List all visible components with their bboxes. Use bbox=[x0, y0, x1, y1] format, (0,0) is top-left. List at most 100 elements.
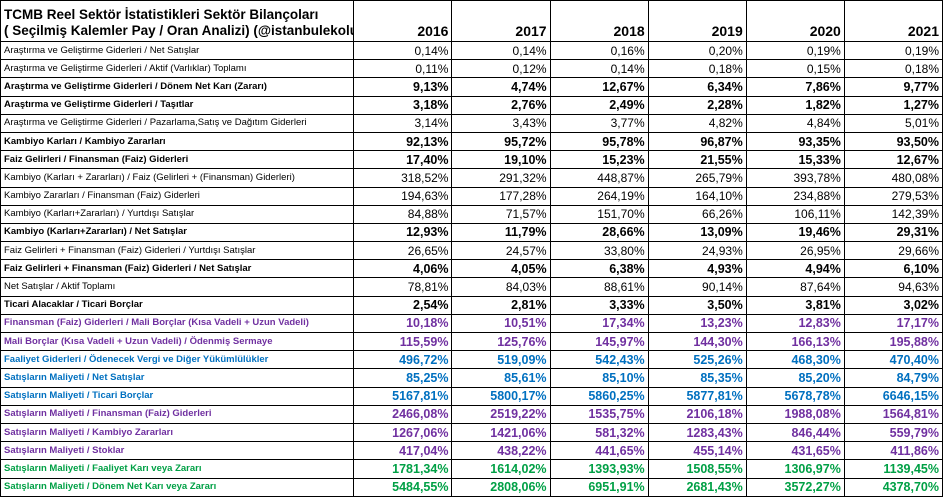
value-cell-2020[interactable]: 431,65% bbox=[745, 441, 845, 461]
value-cell-2018[interactable]: 12,67% bbox=[549, 77, 649, 97]
row-label-cell[interactable]: Kambiyo Karları / Kambiyo Zararları bbox=[0, 131, 355, 152]
value-cell-2017[interactable]: 1614,02% bbox=[451, 459, 551, 479]
year-header-2020[interactable]: 2020 bbox=[745, 0, 845, 42]
value-cell-2021[interactable]: 12,67% bbox=[843, 150, 944, 170]
value-cell-2020[interactable]: 468,30% bbox=[745, 350, 845, 370]
value-cell-2019[interactable]: 0,20% bbox=[647, 40, 747, 61]
value-cell-2017[interactable]: 2808,06% bbox=[451, 477, 551, 497]
value-cell-2020[interactable]: 234,88% bbox=[745, 186, 845, 206]
value-cell-2019[interactable]: 0,18% bbox=[647, 59, 747, 79]
value-cell-2019[interactable]: 455,14% bbox=[647, 441, 747, 461]
value-cell-2018[interactable]: 0,14% bbox=[549, 59, 649, 79]
value-cell-2020[interactable]: 19,46% bbox=[745, 222, 845, 243]
value-cell-2017[interactable]: 19,10% bbox=[451, 150, 551, 170]
value-cell-2017[interactable]: 71,57% bbox=[451, 204, 551, 224]
value-cell-2021[interactable]: 411,86% bbox=[843, 441, 944, 461]
value-cell-2017[interactable]: 125,76% bbox=[451, 331, 551, 352]
value-cell-2021[interactable]: 5,01% bbox=[843, 113, 944, 133]
value-cell-2018[interactable]: 5860,25% bbox=[549, 386, 649, 406]
row-label-cell[interactable]: Satışların Maliyeti / Kambiyo Zararları bbox=[0, 422, 355, 443]
value-cell-2019[interactable]: 144,30% bbox=[647, 331, 747, 352]
value-cell-2019[interactable]: 2,28% bbox=[647, 95, 747, 115]
row-label-cell[interactable]: Satışların Maliyeti / Stoklar bbox=[0, 441, 355, 461]
value-cell-2018[interactable]: 85,10% bbox=[549, 368, 649, 388]
value-cell-2017[interactable]: 2519,22% bbox=[451, 404, 551, 424]
value-cell-2017[interactable]: 1421,06% bbox=[451, 422, 551, 443]
value-cell-2017[interactable]: 291,32% bbox=[451, 168, 551, 188]
value-cell-2020[interactable]: 5678,78% bbox=[745, 386, 845, 406]
value-cell-2021[interactable]: 4378,70% bbox=[843, 477, 944, 497]
value-cell-2020[interactable]: 12,83% bbox=[745, 313, 845, 334]
value-cell-2021[interactable]: 29,66% bbox=[843, 241, 944, 261]
value-cell-2017[interactable]: 84,03% bbox=[451, 277, 551, 297]
value-cell-2021[interactable]: 470,40% bbox=[843, 350, 944, 370]
value-cell-2016[interactable]: 417,04% bbox=[353, 441, 453, 461]
value-cell-2016[interactable]: 9,13% bbox=[353, 77, 453, 97]
value-cell-2020[interactable]: 0,19% bbox=[745, 40, 845, 61]
value-cell-2019[interactable]: 525,26% bbox=[647, 350, 747, 370]
value-cell-2020[interactable]: 15,33% bbox=[745, 150, 845, 170]
value-cell-2020[interactable]: 7,86% bbox=[745, 77, 845, 97]
row-label-cell[interactable]: Araştırma ve Geliştirme Giderleri / Paza… bbox=[0, 113, 355, 133]
value-cell-2018[interactable]: 1535,75% bbox=[549, 404, 649, 424]
row-label-cell[interactable]: Faiz Gelirleri + Finansman (Faiz) Giderl… bbox=[0, 241, 355, 261]
value-cell-2020[interactable]: 3572,27% bbox=[745, 477, 845, 497]
year-header-2017[interactable]: 2017 bbox=[451, 0, 551, 42]
value-cell-2021[interactable]: 3,02% bbox=[843, 295, 944, 315]
row-label-cell[interactable]: Kambiyo (Karları + Zararları) / Faiz (Ge… bbox=[0, 168, 355, 188]
value-cell-2016[interactable]: 0,14% bbox=[353, 40, 453, 61]
value-cell-2018[interactable]: 1393,93% bbox=[549, 459, 649, 479]
value-cell-2019[interactable]: 1508,55% bbox=[647, 459, 747, 479]
value-cell-2016[interactable]: 194,63% bbox=[353, 186, 453, 206]
value-cell-2021[interactable]: 6,10% bbox=[843, 259, 944, 279]
value-cell-2017[interactable]: 24,57% bbox=[451, 241, 551, 261]
value-cell-2021[interactable]: 480,08% bbox=[843, 168, 944, 188]
year-header-2016[interactable]: 2016 bbox=[353, 0, 453, 42]
value-cell-2021[interactable]: 9,77% bbox=[843, 77, 944, 97]
value-cell-2018[interactable]: 6951,91% bbox=[549, 477, 649, 497]
value-cell-2019[interactable]: 96,87% bbox=[647, 131, 747, 152]
value-cell-2019[interactable]: 1283,43% bbox=[647, 422, 747, 443]
value-cell-2018[interactable]: 33,80% bbox=[549, 241, 649, 261]
value-cell-2017[interactable]: 10,51% bbox=[451, 313, 551, 334]
value-cell-2016[interactable]: 5167,81% bbox=[353, 386, 453, 406]
value-cell-2018[interactable]: 95,78% bbox=[549, 131, 649, 152]
value-cell-2016[interactable]: 3,14% bbox=[353, 113, 453, 133]
value-cell-2017[interactable]: 0,12% bbox=[451, 59, 551, 79]
value-cell-2020[interactable]: 3,81% bbox=[745, 295, 845, 315]
value-cell-2017[interactable]: 85,61% bbox=[451, 368, 551, 388]
value-cell-2018[interactable]: 0,16% bbox=[549, 40, 649, 61]
value-cell-2017[interactable]: 4,05% bbox=[451, 259, 551, 279]
value-cell-2016[interactable]: 78,81% bbox=[353, 277, 453, 297]
value-cell-2019[interactable]: 164,10% bbox=[647, 186, 747, 206]
value-cell-2018[interactable]: 3,77% bbox=[549, 113, 649, 133]
value-cell-2019[interactable]: 265,79% bbox=[647, 168, 747, 188]
year-header-2018[interactable]: 2018 bbox=[549, 0, 649, 42]
value-cell-2016[interactable]: 26,65% bbox=[353, 241, 453, 261]
value-cell-2018[interactable]: 88,61% bbox=[549, 277, 649, 297]
value-cell-2020[interactable]: 106,11% bbox=[745, 204, 845, 224]
value-cell-2018[interactable]: 17,34% bbox=[549, 313, 649, 334]
value-cell-2018[interactable]: 2,49% bbox=[549, 95, 649, 115]
value-cell-2021[interactable]: 195,88% bbox=[843, 331, 944, 352]
value-cell-2016[interactable]: 2466,08% bbox=[353, 404, 453, 424]
value-cell-2021[interactable]: 93,50% bbox=[843, 131, 944, 152]
value-cell-2018[interactable]: 28,66% bbox=[549, 222, 649, 243]
value-cell-2019[interactable]: 2106,18% bbox=[647, 404, 747, 424]
value-cell-2021[interactable]: 17,17% bbox=[843, 313, 944, 334]
value-cell-2016[interactable]: 4,06% bbox=[353, 259, 453, 279]
value-cell-2016[interactable]: 1267,06% bbox=[353, 422, 453, 443]
value-cell-2017[interactable]: 2,76% bbox=[451, 95, 551, 115]
value-cell-2017[interactable]: 95,72% bbox=[451, 131, 551, 152]
value-cell-2016[interactable]: 85,25% bbox=[353, 368, 453, 388]
row-label-cell[interactable]: Satışların Maliyeti / Finansman (Faiz) G… bbox=[0, 404, 355, 424]
value-cell-2019[interactable]: 85,35% bbox=[647, 368, 747, 388]
value-cell-2020[interactable]: 26,95% bbox=[745, 241, 845, 261]
value-cell-2021[interactable]: 1139,45% bbox=[843, 459, 944, 479]
row-label-cell[interactable]: Net Satışlar / Aktif Toplamı bbox=[0, 277, 355, 297]
value-cell-2019[interactable]: 90,14% bbox=[647, 277, 747, 297]
value-cell-2016[interactable]: 17,40% bbox=[353, 150, 453, 170]
row-label-cell[interactable]: Satışların Maliyeti / Faaliyet Karı veya… bbox=[0, 459, 355, 479]
value-cell-2018[interactable]: 448,87% bbox=[549, 168, 649, 188]
value-cell-2020[interactable]: 1306,97% bbox=[745, 459, 845, 479]
